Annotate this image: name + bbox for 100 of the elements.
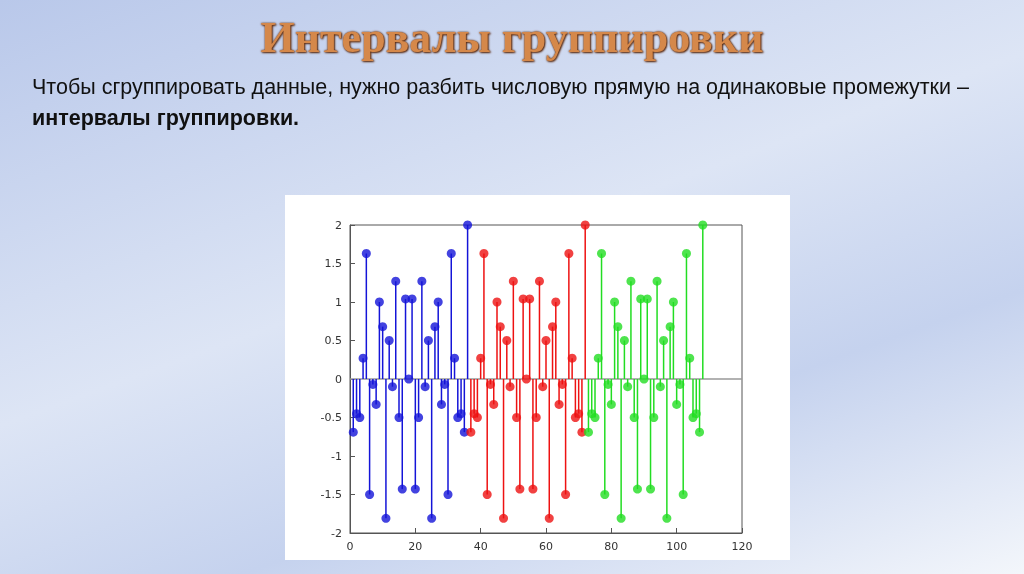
x-tick-label: 100: [666, 540, 688, 553]
point: [456, 409, 466, 419]
point: [384, 336, 394, 345]
point: [499, 513, 509, 523]
point: [482, 490, 492, 499]
point: [502, 336, 512, 345]
point: [361, 248, 371, 258]
y-tick-label: -1.5: [320, 488, 342, 501]
point: [646, 484, 656, 494]
point: [691, 409, 701, 419]
point: [574, 409, 584, 419]
y-tick-label: -1: [331, 449, 342, 463]
point: [619, 336, 629, 345]
point: [681, 248, 691, 258]
x-tick-label: 120: [731, 540, 753, 553]
x-tick-label: 0: [346, 540, 354, 553]
point: [358, 353, 368, 363]
point: [466, 427, 476, 437]
point: [616, 513, 626, 523]
point: [557, 379, 567, 389]
point: [665, 322, 675, 332]
point: [371, 399, 381, 409]
point: [407, 294, 417, 304]
point: [632, 484, 642, 494]
point: [423, 336, 433, 345]
point: [472, 413, 482, 422]
point: [440, 379, 450, 389]
point: [476, 353, 486, 363]
point: [427, 513, 437, 523]
point: [381, 513, 391, 523]
point: [374, 297, 384, 307]
point: [397, 484, 407, 494]
y-tick-label: -0.5: [320, 411, 342, 424]
point: [348, 427, 358, 437]
point: [685, 353, 695, 363]
point: [479, 248, 489, 258]
point: [626, 276, 636, 286]
point: [672, 399, 682, 409]
point: [675, 379, 685, 389]
y-tick-label: 0: [335, 372, 342, 386]
y-tick-label: 2: [335, 218, 342, 232]
point: [436, 399, 446, 409]
point: [368, 379, 378, 389]
point: [446, 248, 456, 258]
y-tick-label: 0.5: [324, 334, 342, 347]
point: [391, 276, 401, 286]
chart-subtitle: Чтобы сгруппировать данные, нужно разбить числовую прямую на одинаковые промежутки –: [32, 75, 969, 99]
point: [600, 490, 610, 499]
point: [505, 382, 515, 392]
point: [561, 490, 571, 499]
y-tick-label: 1: [335, 295, 342, 309]
point: [410, 484, 420, 494]
point: [433, 297, 443, 307]
point: [538, 382, 548, 392]
point: [387, 382, 397, 392]
point: [639, 374, 649, 384]
chart-title: Интервалы группировки: [259, 12, 765, 63]
point: [698, 220, 708, 230]
point: [668, 297, 678, 307]
point: [655, 382, 665, 392]
point: [485, 379, 495, 389]
point: [521, 374, 531, 384]
point: [583, 427, 593, 437]
point: [515, 484, 525, 494]
point: [554, 399, 564, 409]
point: [593, 353, 603, 363]
point: [528, 484, 538, 494]
point: [463, 220, 473, 230]
x-tick-label: 40: [473, 540, 488, 553]
x-tick-label: 20: [408, 540, 423, 553]
point: [495, 322, 505, 332]
y-tick-label: 1.5: [324, 257, 342, 270]
point: [489, 399, 499, 409]
point: [659, 336, 669, 345]
point: [417, 276, 427, 286]
point: [541, 336, 551, 345]
point: [629, 413, 639, 422]
point: [551, 297, 561, 307]
point: [590, 413, 600, 422]
point: [420, 382, 430, 392]
point: [508, 276, 518, 286]
x-tick-label: 80: [604, 540, 619, 553]
point: [649, 413, 659, 422]
point: [623, 382, 633, 392]
point: [394, 413, 404, 422]
point: [580, 220, 590, 230]
text: интервалы группировки.: [32, 106, 300, 130]
point: [564, 248, 574, 258]
point: [606, 399, 616, 409]
point: [695, 427, 705, 437]
point: [525, 294, 535, 304]
point: [531, 413, 541, 422]
point: [512, 413, 522, 422]
point: [548, 322, 558, 332]
point: [652, 276, 662, 286]
point: [613, 322, 623, 332]
point: [678, 490, 688, 499]
point: [544, 513, 554, 523]
point: [430, 322, 440, 332]
point: [404, 374, 414, 384]
